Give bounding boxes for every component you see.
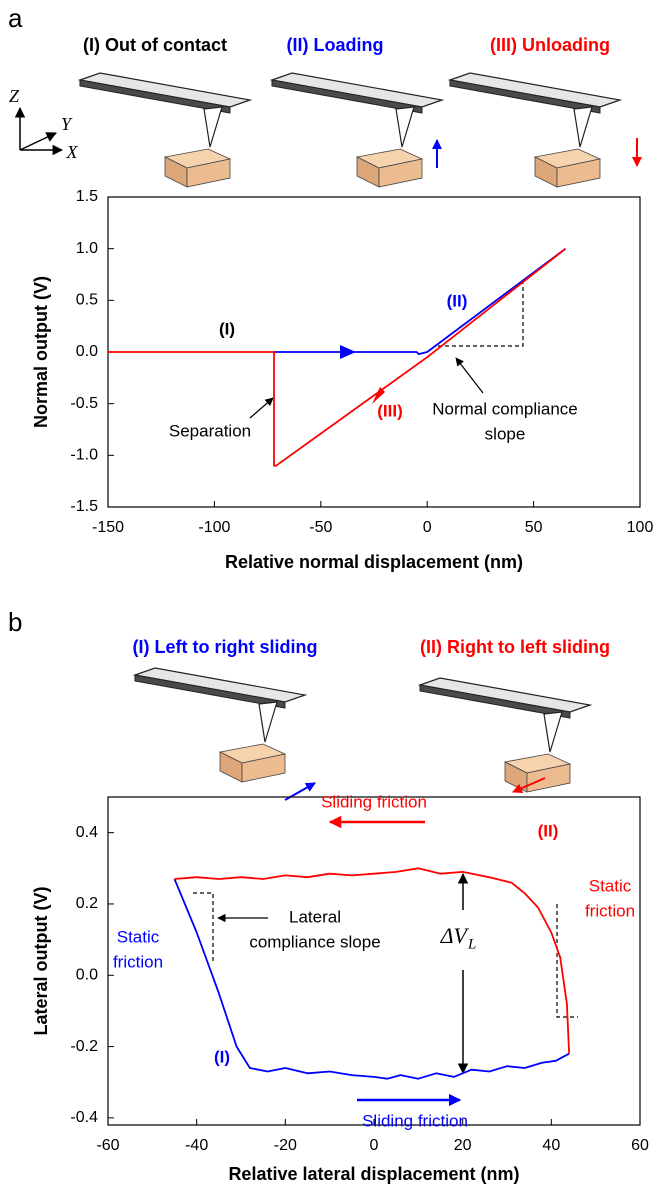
annotation: (I) xyxy=(214,1047,230,1066)
annotation: (II) xyxy=(447,291,468,310)
direction-arrow xyxy=(372,387,385,404)
x-tick-label: 20 xyxy=(454,1137,472,1154)
data-line xyxy=(174,867,570,1054)
legend-label: (III) Unloading xyxy=(490,35,610,55)
annotation-arrow xyxy=(249,397,274,419)
y-tick-label: 0.0 xyxy=(76,966,98,983)
header: (I) Out of contact xyxy=(83,35,227,55)
panel-label: b xyxy=(8,607,22,637)
annotation: Static xyxy=(117,927,160,946)
x-tick-label: 40 xyxy=(542,1137,560,1154)
x-tick-label: 0 xyxy=(370,1137,379,1154)
x-axis-title: Relative lateral displacement (nm) xyxy=(228,1164,519,1184)
cantilever-illustration xyxy=(134,667,306,783)
x-tick-label: -50 xyxy=(309,519,332,536)
annotation: friction xyxy=(585,901,635,920)
y-tick-label: -0.4 xyxy=(70,1109,98,1126)
panel-label: a xyxy=(8,3,23,33)
y-tick-label: -0.2 xyxy=(70,1038,98,1055)
y-tick-label: 0.0 xyxy=(76,343,98,360)
axis-icon xyxy=(19,132,57,151)
legend-label: (II) Loading xyxy=(287,35,384,55)
legend-label: (I) Left to right sliding xyxy=(133,637,318,657)
annotation: (I) xyxy=(219,319,235,338)
annotation: Sliding friction xyxy=(362,1111,468,1130)
annotation-subscript: L xyxy=(467,936,476,952)
x-tick-label: 50 xyxy=(525,519,543,536)
cantilever-illustration xyxy=(419,677,591,793)
x-tick-label: -150 xyxy=(92,519,124,536)
x-tick-label: 0 xyxy=(423,519,432,536)
annotation: Separation xyxy=(169,421,251,440)
cantilever-illustration xyxy=(79,72,251,188)
y-axis-title: Normal output (V) xyxy=(31,276,51,428)
annotation: Sliding friction xyxy=(321,792,427,811)
y-tick-label: 0.2 xyxy=(76,895,98,912)
annotation: (III) xyxy=(377,401,403,420)
data-line xyxy=(108,247,567,467)
y-tick-label: -0.5 xyxy=(70,395,98,412)
annotation-arrow xyxy=(455,357,484,394)
legend-label: (II) Right to left sliding xyxy=(420,637,610,657)
annotation: ΔV xyxy=(440,923,470,948)
annotation: slope xyxy=(485,424,526,443)
x-tick-label: -20 xyxy=(274,1137,297,1154)
annotation: Static xyxy=(589,876,632,895)
x-tick-label: -60 xyxy=(96,1137,119,1154)
y-tick-label: 1.5 xyxy=(76,188,98,205)
data-line xyxy=(274,247,567,355)
x-axis-title: Relative normal displacement (nm) xyxy=(225,552,523,572)
y-tick-label: 1.0 xyxy=(76,240,98,257)
compliance-triangle xyxy=(556,904,578,1018)
annotation: friction xyxy=(113,952,163,971)
y-tick-label: 0.4 xyxy=(76,824,98,841)
x-tick-label: 100 xyxy=(627,519,654,536)
y-axis-title: Lateral output (V) xyxy=(31,887,51,1036)
y-tick-label: 0.5 xyxy=(76,292,98,309)
annotation: (II) xyxy=(538,821,559,840)
coordinate-label: Y xyxy=(61,114,73,134)
x-tick-label: 60 xyxy=(631,1137,649,1154)
annotation: compliance slope xyxy=(249,932,380,951)
coordinate-label: X xyxy=(66,142,79,162)
coordinate-label: Z xyxy=(9,86,20,106)
annotation: Lateral xyxy=(289,907,341,926)
y-tick-label: -1.5 xyxy=(70,498,98,515)
motion-arrow xyxy=(512,777,546,793)
x-tick-label: -40 xyxy=(185,1137,208,1154)
compliance-triangle xyxy=(438,280,524,347)
y-tick-label: -1.0 xyxy=(70,447,98,464)
annotation: Normal compliance xyxy=(432,399,578,418)
x-tick-label: -100 xyxy=(198,519,230,536)
cantilever-illustration xyxy=(271,72,443,188)
cantilever-illustration xyxy=(449,72,621,188)
compliance-triangle xyxy=(193,892,214,963)
data-line xyxy=(173,878,570,1080)
